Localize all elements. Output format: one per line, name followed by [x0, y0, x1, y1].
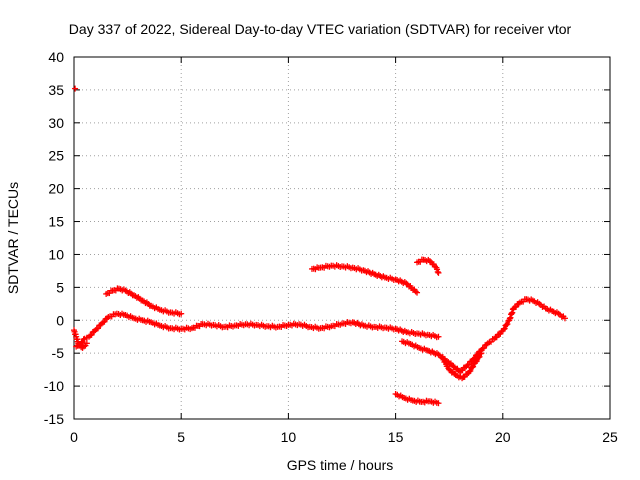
plot-frame	[73, 56, 611, 420]
data-point-trail	[513, 303, 520, 310]
y-tick-label: 0	[56, 312, 64, 328]
x-tick-label: 0	[70, 429, 78, 445]
data-point-trail	[503, 321, 510, 328]
data-point-trail	[104, 315, 111, 322]
data-point-trail	[476, 353, 483, 360]
y-tick-label: 40	[48, 49, 64, 65]
y-tick-label: 15	[48, 214, 64, 230]
data-point	[478, 350, 485, 357]
data-point-trail	[493, 334, 500, 341]
data-point-trail	[497, 330, 504, 337]
data-point-trail	[467, 367, 474, 374]
y-tick-label: 20	[48, 181, 64, 197]
y-tick-label: 5	[56, 279, 64, 295]
y-tick-labels: -15 -10 -5 0 5 10 15 20 25 30 35 40	[44, 49, 64, 427]
y-tick-label: 30	[48, 115, 64, 131]
x-tick-label: 5	[177, 429, 185, 445]
y-tick-label: -5	[52, 345, 65, 361]
data-point	[435, 333, 442, 340]
x-tick-label: 10	[281, 429, 297, 445]
data-point-trail	[101, 318, 108, 325]
data-point-trail	[412, 288, 419, 295]
data-point-trail	[501, 325, 508, 332]
data-point-trail	[473, 358, 480, 365]
x-tick-labels: 0 5 10 15 20 25	[70, 429, 618, 445]
y-tick-label: -15	[44, 411, 64, 427]
data-point-trail	[95, 325, 102, 332]
grid-lines	[74, 57, 610, 419]
data-point-trail	[480, 345, 487, 352]
axis-ticks	[73, 56, 611, 420]
data-point	[403, 280, 410, 287]
y-axis-label: SDTVAR / TECUs	[5, 182, 21, 294]
data-point	[83, 340, 90, 347]
data-point-trail	[88, 331, 95, 338]
x-tick-label: 20	[495, 429, 511, 445]
y-tick-label: -10	[44, 378, 64, 394]
data-point	[435, 400, 442, 407]
data-point	[72, 85, 79, 92]
y-tick-label: 10	[48, 246, 64, 262]
chart-title: Day 337 of 2022, Sidereal Day-to-day VTE…	[69, 21, 572, 37]
data-point	[414, 289, 421, 296]
y-tick-label: 25	[48, 148, 64, 164]
data-point	[561, 315, 568, 322]
data-point	[178, 310, 185, 317]
data-point-trail	[434, 268, 441, 275]
y-tick-label: 35	[48, 82, 64, 98]
data-point-trail	[500, 326, 507, 333]
x-axis-label: GPS time / hours	[287, 457, 394, 473]
data-point-trail	[465, 361, 472, 368]
x-tick-label: 25	[602, 429, 618, 445]
data-point	[426, 258, 433, 265]
data-point-trail	[470, 363, 477, 370]
data-point	[435, 269, 442, 276]
data-points	[71, 85, 568, 407]
data-point-trail	[432, 263, 439, 270]
data-point-trail	[504, 321, 511, 328]
x-tick-label: 15	[388, 429, 404, 445]
